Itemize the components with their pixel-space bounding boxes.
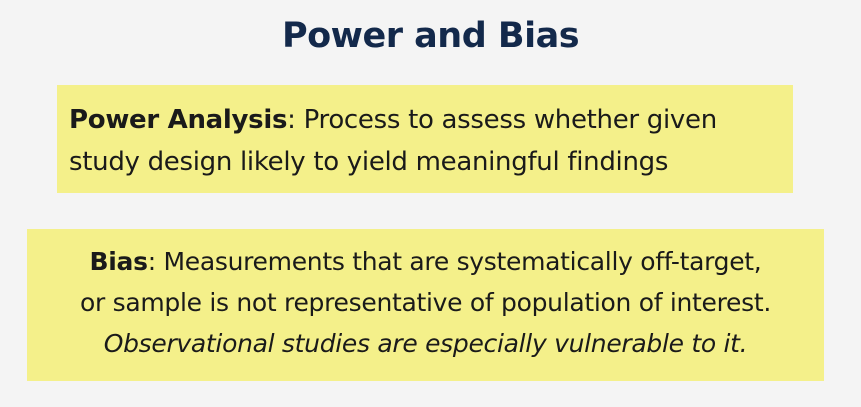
bias-definition-line-1: Bias: Measurements that are systematical… [37, 241, 814, 282]
power-analysis-definition-line-1: Power Analysis: Process to assess whethe… [69, 99, 783, 141]
bias-definition-line-2: or sample is not representative of popul… [79, 288, 772, 317]
bias-term: Bias [89, 247, 148, 276]
power-analysis-definition-line-2: study design likely to yield meaningful … [69, 147, 669, 177]
bias-note: Observational studies are especially vul… [103, 329, 748, 358]
power-analysis-box: Power Analysis: Process to assess whethe… [57, 85, 793, 193]
bias-box: Bias: Measurements that are systematical… [27, 229, 824, 381]
power-analysis-definition-start: : Process to assess whether given [287, 105, 717, 135]
power-analysis-term: Power Analysis [69, 105, 288, 135]
slide-title: Power and Bias [281, 16, 580, 56]
bias-definition-start: : Measurements that are systematically o… [147, 247, 762, 276]
